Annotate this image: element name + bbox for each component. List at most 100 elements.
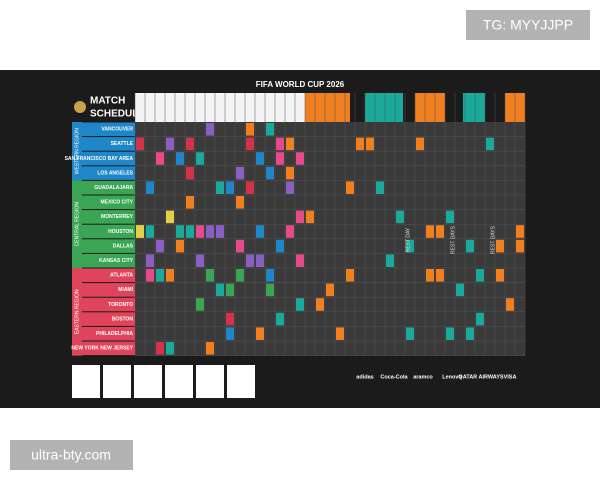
match-cell — [406, 327, 414, 340]
match-cell — [436, 269, 444, 282]
match-cell — [286, 137, 294, 151]
match-cell — [276, 137, 284, 151]
city-label: BOSTON — [112, 316, 134, 322]
match-cell — [286, 225, 294, 238]
city-label: SEATTLE — [111, 141, 134, 147]
match-cell — [216, 225, 224, 238]
match-cell — [426, 269, 434, 282]
region-label: CENTRAL REGION — [74, 202, 80, 247]
city-cell — [82, 239, 135, 253]
city-cell — [82, 137, 135, 151]
match-cell — [326, 283, 334, 297]
match-cell — [496, 239, 504, 253]
city-label: ATLANTA — [110, 273, 133, 279]
match-cell — [206, 342, 214, 355]
city-cell — [82, 312, 135, 326]
match-cell — [156, 239, 164, 253]
match-cell — [206, 123, 214, 136]
header-group — [135, 93, 305, 122]
city-cell — [82, 253, 135, 268]
match-cell — [266, 283, 274, 297]
match-cell — [236, 196, 244, 209]
match-cell — [166, 137, 174, 151]
match-cell — [346, 269, 354, 282]
match-cell — [276, 312, 284, 326]
group-table — [103, 365, 131, 398]
region-bar — [72, 268, 82, 356]
match-cell — [156, 152, 164, 165]
city-cell — [82, 268, 135, 283]
match-cell — [266, 166, 274, 180]
match-cell — [216, 181, 224, 194]
match-cell — [306, 210, 314, 224]
match-cell — [226, 312, 234, 326]
city-label: HOUSTON — [108, 229, 133, 235]
match-cell — [136, 225, 144, 238]
city-cell — [82, 297, 135, 312]
match-cell — [226, 181, 234, 194]
group-table — [196, 365, 224, 398]
match-cell — [466, 239, 474, 253]
match-cell — [346, 181, 354, 194]
city-label: MIAMI — [118, 287, 133, 293]
match-cell — [136, 137, 144, 151]
match-cell — [516, 239, 524, 253]
region-label: WESTERN REGION — [74, 128, 80, 175]
match-cell — [386, 254, 394, 267]
region-label: EASTERN REGION — [74, 289, 80, 334]
city-label: NEW YORK NEW JERSEY — [71, 346, 133, 352]
match-cell — [406, 239, 414, 253]
sponsor-logo: QATAR AIRWAYS — [458, 374, 503, 380]
match-cell — [246, 137, 254, 151]
city-cell — [82, 210, 135, 224]
match-cell — [226, 283, 234, 297]
match-cell — [286, 166, 294, 180]
match-cell — [496, 269, 504, 282]
match-cell — [186, 137, 194, 151]
match-cell — [256, 225, 264, 238]
city-cell — [82, 122, 135, 137]
match-cell — [356, 137, 364, 151]
match-cell — [146, 269, 154, 282]
match-cell — [296, 152, 304, 165]
match-cell — [276, 239, 284, 253]
group-table — [227, 365, 255, 398]
match-cell — [236, 166, 244, 180]
match-cell — [506, 298, 514, 311]
match-cell — [256, 254, 264, 267]
city-label: GUADALAJARA — [94, 185, 133, 191]
match-cell — [476, 269, 484, 282]
city-cell — [82, 224, 135, 239]
sponsor-logo: Lenovo — [442, 374, 462, 380]
city-cell — [82, 195, 135, 210]
match-cell — [446, 327, 454, 340]
sponsor-logo: VISA — [504, 374, 517, 380]
city-cell — [82, 166, 135, 180]
match-cell — [276, 152, 284, 165]
match-cell — [166, 342, 174, 355]
header-stage — [365, 93, 403, 122]
poster-title: FIFA WORLD CUP 2026 — [256, 80, 345, 89]
match-cell — [166, 269, 174, 282]
match-cell — [226, 327, 234, 340]
match-cell — [456, 283, 464, 297]
match-cell — [436, 225, 444, 238]
match-cell — [366, 137, 374, 151]
city-label: MONTERREY — [101, 214, 134, 220]
match-cell — [246, 181, 254, 194]
header-stage — [463, 93, 485, 122]
match-cell — [376, 181, 384, 194]
match-cell — [176, 239, 184, 253]
match-cell — [146, 181, 154, 194]
city-label: DALLAS — [113, 243, 134, 249]
match-cell — [266, 123, 274, 136]
city-label: VANCOUVER — [101, 127, 133, 133]
match-cell — [466, 327, 474, 340]
match-cell — [256, 327, 264, 340]
match-cell — [206, 269, 214, 282]
city-cell — [82, 326, 135, 341]
city-cell — [82, 180, 135, 195]
watermark-box — [466, 10, 590, 40]
city-label: SAN FRANCISCO BAY AREA — [65, 156, 134, 162]
